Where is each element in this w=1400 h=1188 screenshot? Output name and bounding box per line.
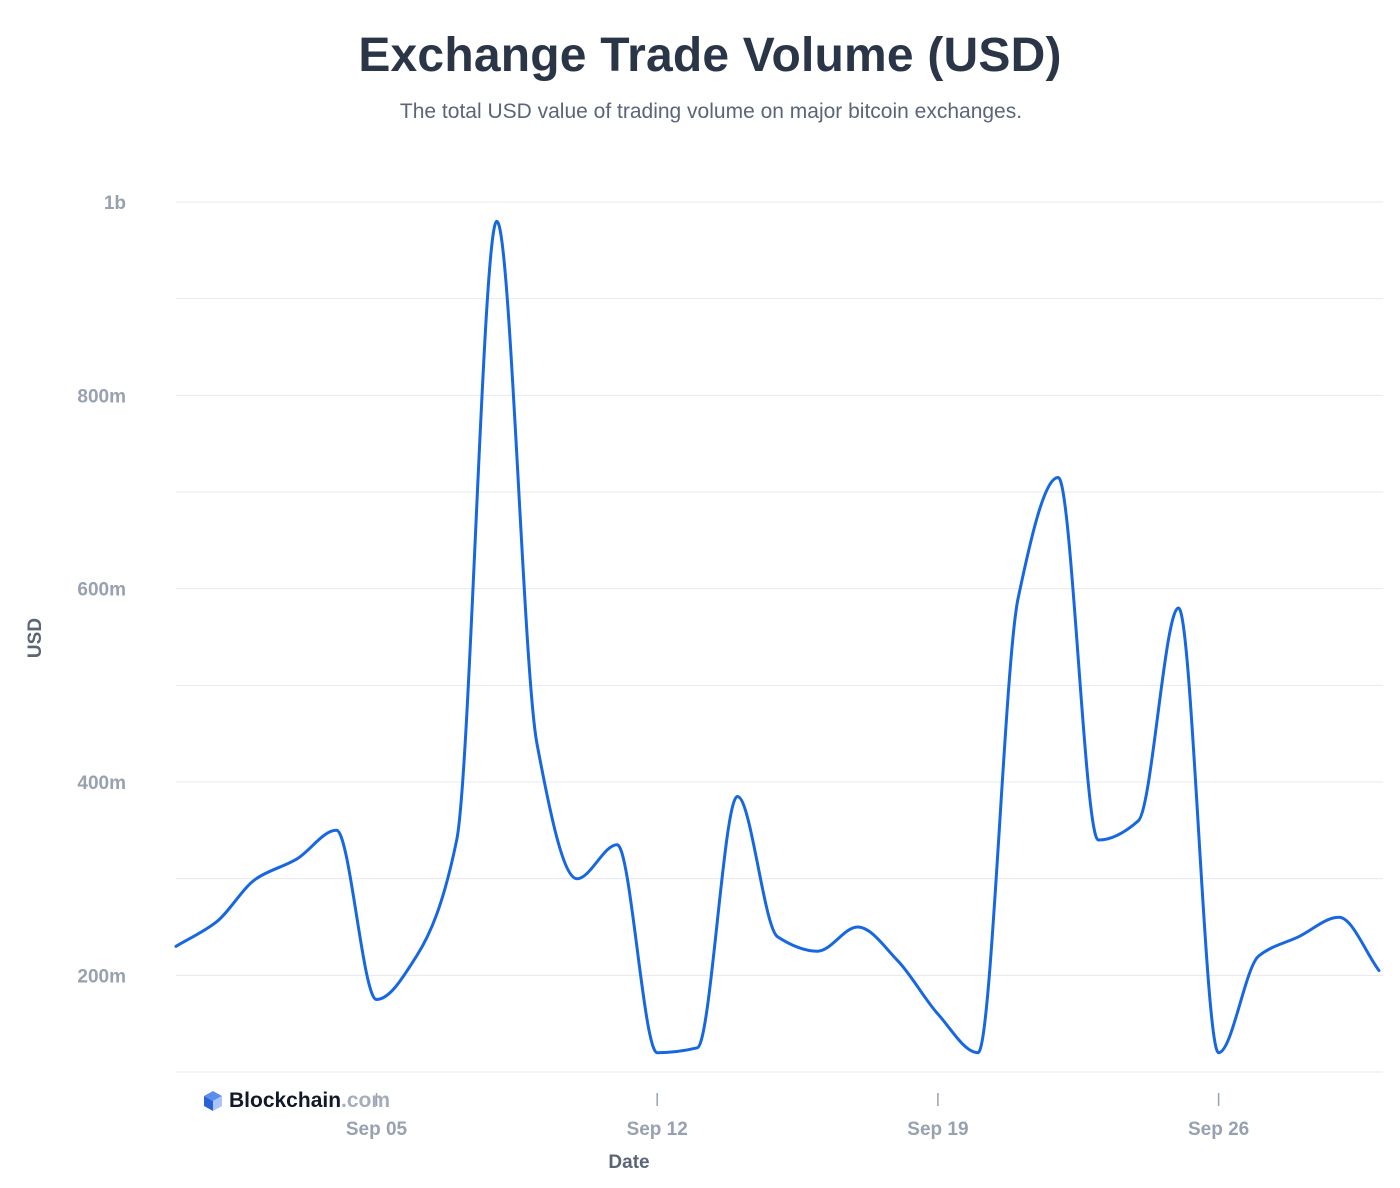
- data-point[interactable]: [210, 916, 222, 928]
- data-point[interactable]: [330, 824, 342, 836]
- grid-lines: [176, 201, 1383, 1073]
- data-point[interactable]: [892, 955, 904, 967]
- data-point[interactable]: [1012, 592, 1024, 604]
- x-axis-ticks: Sep 05 Sep 12 Sep 19 Sep 26: [346, 1093, 1249, 1140]
- x-tick-label: Sep 19: [907, 1119, 968, 1140]
- data-point[interactable]: [1333, 911, 1345, 923]
- data-point[interactable]: [1253, 950, 1265, 962]
- data-point[interactable]: [852, 921, 864, 933]
- data-point[interactable]: [1092, 834, 1104, 846]
- y-tick-label: 400m: [77, 773, 126, 794]
- y-tick-label: 800m: [77, 386, 126, 407]
- data-point[interactable]: [932, 1008, 944, 1020]
- data-point[interactable]: [531, 737, 543, 749]
- data-point[interactable]: [1373, 965, 1385, 977]
- x-tick-label: Sep 26: [1188, 1119, 1249, 1140]
- blockchain-cube-icon: [204, 1091, 222, 1111]
- data-point[interactable]: [1213, 1047, 1225, 1059]
- data-point[interactable]: [371, 994, 383, 1006]
- chart-subtitle: The total USD value of trading volume on…: [399, 100, 1023, 123]
- x-axis-title: Date: [608, 1152, 649, 1173]
- data-point[interactable]: [290, 853, 302, 865]
- data-point[interactable]: [170, 940, 182, 952]
- brand-logo: Blockchain .com: [202, 1088, 390, 1114]
- brand-domain: .com: [341, 1089, 391, 1112]
- data-point[interactable]: [651, 1047, 663, 1059]
- x-tick-label: Sep 12: [627, 1119, 688, 1140]
- data-point[interactable]: [411, 950, 423, 962]
- data-point[interactable]: [1293, 931, 1305, 943]
- data-point[interactable]: [772, 931, 784, 943]
- data-point[interactable]: [491, 215, 503, 227]
- brand-name: Blockchain: [229, 1089, 342, 1112]
- y-tick-label: 200m: [77, 966, 126, 987]
- y-axis-ticks: 200m 400m 600m 800m 1b: [77, 193, 126, 987]
- data-point[interactable]: [691, 1042, 703, 1054]
- data-point[interactable]: [451, 834, 463, 846]
- data-point[interactable]: [972, 1047, 984, 1059]
- data-point[interactable]: [250, 873, 262, 885]
- chart-title: Exchange Trade Volume (USD): [358, 29, 1062, 82]
- y-axis-title: USD: [25, 618, 46, 658]
- x-tick-label: Sep 05: [346, 1119, 408, 1140]
- y-tick-label: 600m: [77, 580, 126, 601]
- data-point[interactable]: [731, 791, 743, 803]
- data-point[interactable]: [1173, 602, 1185, 614]
- series-line[interactable]: [174, 219, 1381, 1055]
- data-point[interactable]: [1052, 472, 1064, 484]
- data-point[interactable]: [1132, 815, 1144, 827]
- data-points: [170, 215, 1385, 1058]
- y-tick-label: 1b: [104, 193, 126, 214]
- data-point[interactable]: [571, 873, 583, 885]
- data-point[interactable]: [812, 945, 824, 957]
- data-point[interactable]: [611, 839, 623, 851]
